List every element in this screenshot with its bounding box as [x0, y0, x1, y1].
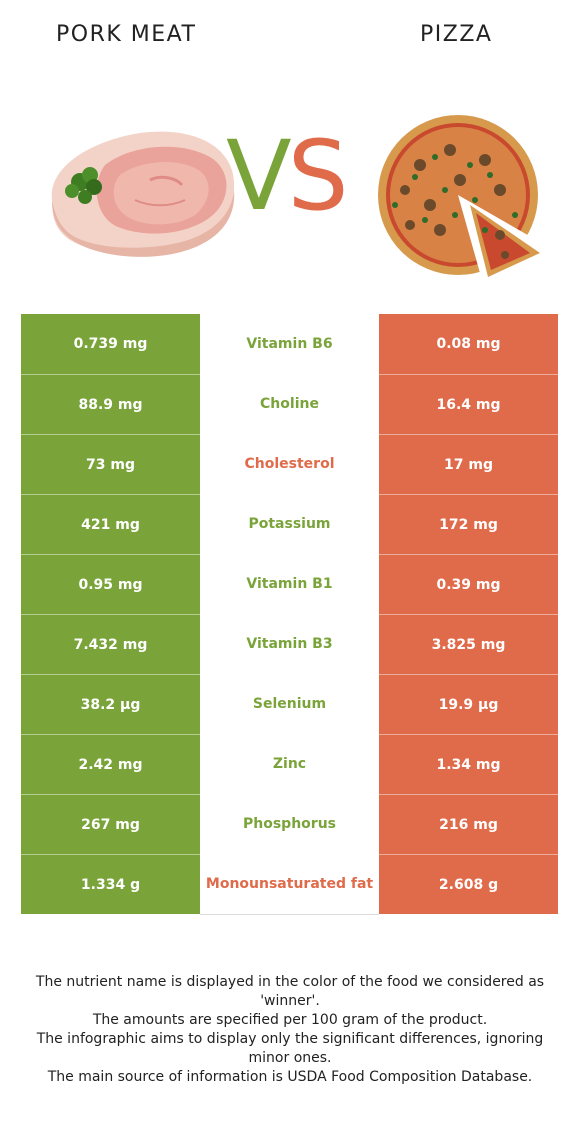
vs-letter-v: V: [226, 120, 292, 232]
nutrient-name: Cholesterol: [200, 434, 379, 494]
table-divider: [200, 914, 379, 915]
nutrient-name: Zinc: [200, 734, 379, 794]
left-value: 1.334 g: [21, 854, 200, 914]
right-food-title: PIZZA: [420, 22, 493, 47]
nutrient-name: Phosphorus: [200, 794, 379, 854]
left-value: 73 mg: [21, 434, 200, 494]
footer-notes: The nutrient name is displayed in the co…: [16, 973, 564, 1087]
comparison-table: 0.739 mg Vitamin B6 0.08 mg 88.9 mg Choline 1…: [21, 314, 558, 915]
right-value: 2.608 g: [379, 854, 558, 914]
right-value: 3.825 mg: [379, 614, 558, 674]
table-row: 267 mg Phosphorus 216 mg: [21, 794, 558, 854]
left-value: 88.9 mg: [21, 374, 200, 434]
footer-line: The amounts are specified per 100 gram o…: [92, 1012, 488, 1028]
right-value: 16.4 mg: [379, 374, 558, 434]
right-value: 17 mg: [379, 434, 558, 494]
footer-line: The main source of information is USDA F…: [47, 1069, 533, 1085]
pork-meat-image: [51, 131, 235, 257]
right-value: 19.9 µg: [379, 674, 558, 734]
left-value: 2.42 mg: [21, 734, 200, 794]
table-row: 0.95 mg Vitamin B1 0.39 mg: [21, 554, 558, 614]
left-value: 267 mg: [21, 794, 200, 854]
right-value: 0.39 mg: [379, 554, 558, 614]
vs-label: VS: [226, 128, 349, 224]
right-value: 172 mg: [379, 494, 558, 554]
nutrient-name: Potassium: [200, 494, 379, 554]
left-value: 0.95 mg: [21, 554, 200, 614]
nutrient-name: Choline: [200, 374, 379, 434]
left-food-title: PORK MEAT: [56, 22, 197, 47]
parsley-garnish: [65, 167, 102, 204]
left-value: 421 mg: [21, 494, 200, 554]
vs-letter-s: S: [287, 120, 349, 232]
nutrient-name: Vitamin B3: [200, 614, 379, 674]
table-row: 0.739 mg Vitamin B6 0.08 mg: [21, 314, 558, 374]
nutrient-name: Selenium: [200, 674, 379, 734]
table-row: 38.2 µg Selenium 19.9 µg: [21, 674, 558, 734]
left-value: 38.2 µg: [21, 674, 200, 734]
table-row: 1.334 g Monounsaturated fat 2.608 g: [21, 854, 558, 914]
table-row: 7.432 mg Vitamin B3 3.825 mg: [21, 614, 558, 674]
table-row: 73 mg Cholesterol 17 mg: [21, 434, 558, 494]
hero-illustration: [51, 115, 545, 277]
right-value: 216 mg: [379, 794, 558, 854]
footer-line: The nutrient name is displayed in the co…: [35, 974, 545, 1009]
left-value: 7.432 mg: [21, 614, 200, 674]
nutrient-name: Vitamin B6: [200, 314, 379, 374]
nutrient-name: Vitamin B1: [200, 554, 379, 614]
footer-line: The infographic aims to display only the…: [36, 1031, 544, 1066]
table-row: 88.9 mg Choline 16.4 mg: [21, 374, 558, 434]
left-value: 0.739 mg: [21, 314, 200, 374]
pizza-image: [378, 115, 545, 277]
table-row: 421 mg Potassium 172 mg: [21, 494, 558, 554]
right-value: 0.08 mg: [379, 314, 558, 374]
table-row: 2.42 mg Zinc 1.34 mg: [21, 734, 558, 794]
right-value: 1.34 mg: [379, 734, 558, 794]
nutrient-name: Monounsaturated fat: [200, 854, 379, 914]
